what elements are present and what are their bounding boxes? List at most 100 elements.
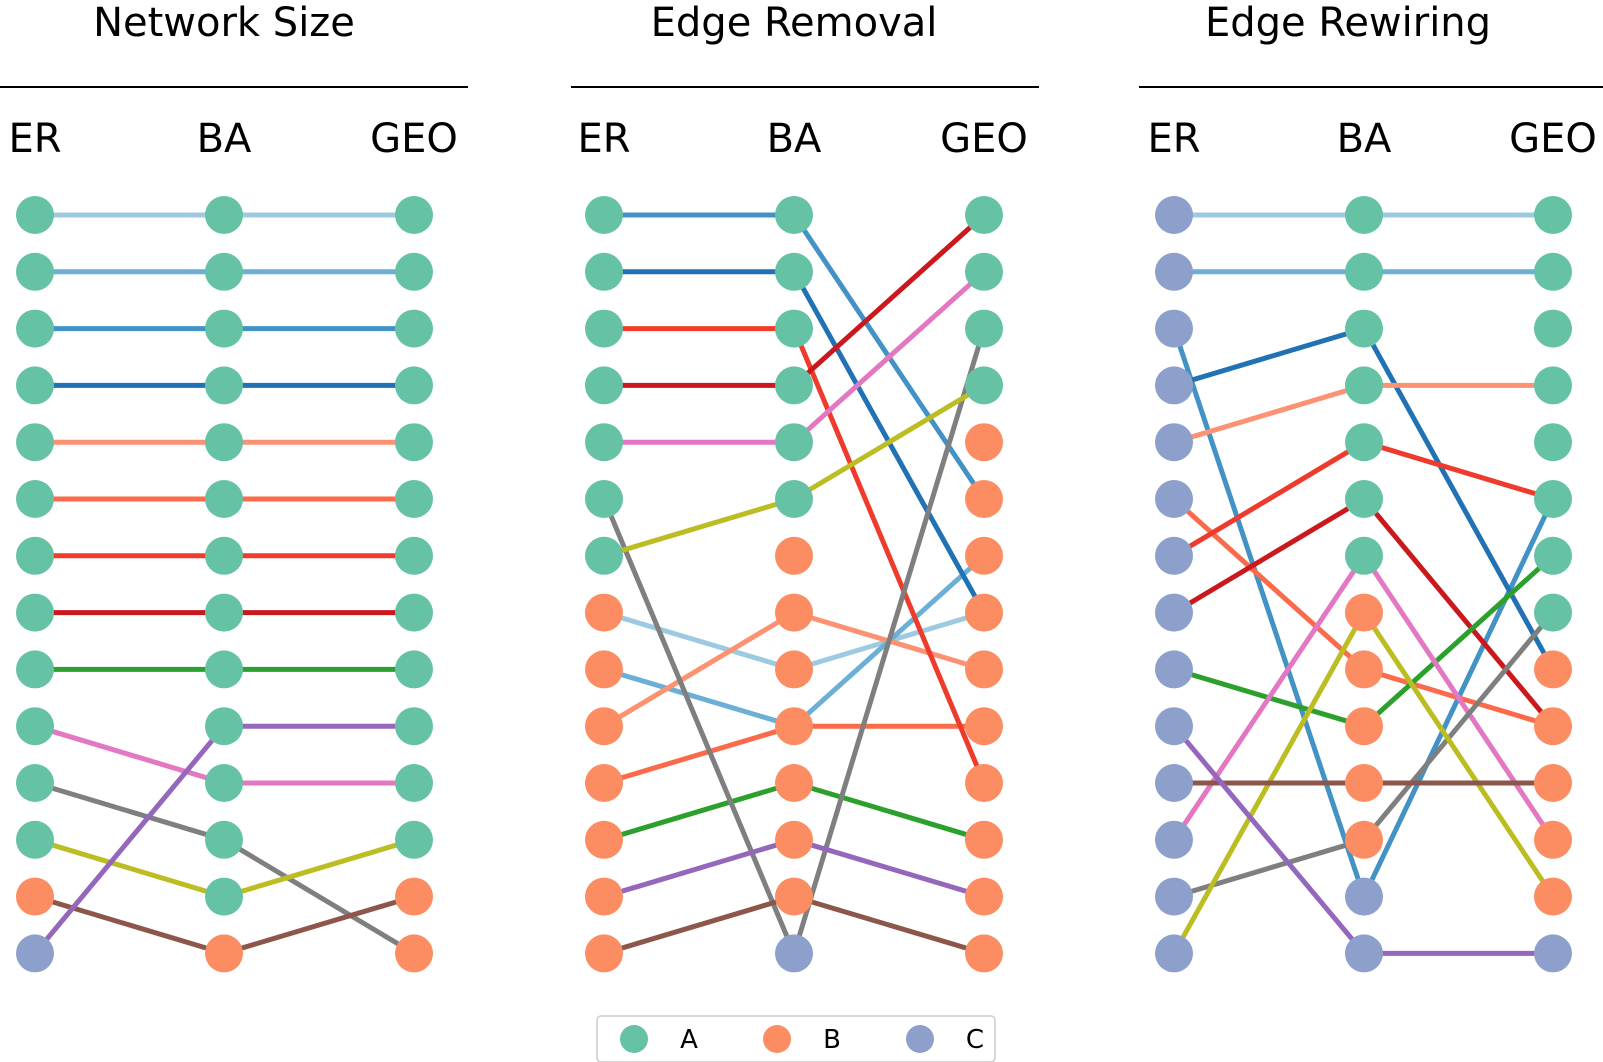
- rank-node-A: [205, 650, 243, 689]
- rank-node-A: [1534, 593, 1572, 632]
- rank-node-C: [1155, 764, 1193, 802]
- column-label: BA: [767, 116, 822, 162]
- rank-node-B: [1345, 707, 1383, 746]
- rank-node-C: [1155, 423, 1193, 462]
- column-label: GEO: [940, 116, 1028, 162]
- rank-node-A: [16, 196, 54, 234]
- rank-node-A: [205, 366, 243, 405]
- rank-node-B: [1534, 820, 1572, 859]
- group-title: Network Size: [93, 0, 355, 46]
- rank-node-A: [1345, 252, 1383, 291]
- rank-node-A: [1534, 536, 1572, 575]
- rank-node-B: [775, 536, 813, 575]
- rank-nodes: [16, 196, 1572, 973]
- rank-node-A: [585, 536, 623, 575]
- rank-node-A: [965, 196, 1003, 234]
- rank-node-C: [1155, 877, 1193, 916]
- rank-node-B: [585, 934, 623, 973]
- rank-node-A: [775, 196, 813, 234]
- rank-node-A: [205, 593, 243, 632]
- rank-node-B: [965, 423, 1003, 462]
- rank-node-A: [585, 309, 623, 348]
- column-label: ER: [1147, 116, 1200, 162]
- rank-node-A: [395, 707, 433, 746]
- rank-node-B: [1534, 877, 1572, 916]
- rank-node-C: [1155, 934, 1193, 973]
- rank-node-A: [205, 707, 243, 746]
- rank-node-C: [1155, 536, 1193, 575]
- rank-node-B: [585, 593, 623, 632]
- rank-node-C: [1155, 366, 1193, 405]
- rank-node-A: [965, 252, 1003, 291]
- rank-node-B: [965, 934, 1003, 973]
- rank-node-A: [205, 196, 243, 234]
- rank-node-A: [16, 593, 54, 632]
- rank-node-B: [395, 934, 433, 973]
- rank-node-B: [965, 536, 1003, 575]
- rank-node-A: [1345, 366, 1383, 405]
- legend-label: B: [823, 1025, 841, 1055]
- rank-node-A: [16, 480, 54, 518]
- rank-node-B: [775, 650, 813, 689]
- rank-node-B: [16, 877, 54, 916]
- rank-node-A: [395, 309, 433, 348]
- rank-node-A: [395, 196, 433, 234]
- rank-node-B: [775, 877, 813, 916]
- rank-node-C: [1155, 196, 1193, 234]
- rank-node-A: [395, 593, 433, 632]
- rank-node-A: [965, 366, 1003, 405]
- rank-node-A: [16, 764, 54, 802]
- rank-node-A: [1345, 480, 1383, 518]
- rank-node-A: [395, 650, 433, 689]
- rank-node-C: [1155, 252, 1193, 291]
- legend: A B C: [596, 1015, 996, 1062]
- rank-node-B: [585, 707, 623, 746]
- rank-node-A: [395, 820, 433, 859]
- rank-node-A: [585, 196, 623, 234]
- rank-node-A: [395, 252, 433, 291]
- rank-node-B: [395, 877, 433, 916]
- group-title: Edge Rewiring: [1205, 0, 1491, 46]
- rank-node-A: [1345, 423, 1383, 462]
- rank-node-C: [1155, 820, 1193, 859]
- rank-node-A: [1345, 196, 1383, 234]
- rank-node-A: [1534, 366, 1572, 405]
- rank-node-C: [1155, 480, 1193, 518]
- rank-node-C: [16, 934, 54, 973]
- rank-node-B: [1534, 764, 1572, 802]
- group-titles: Network Size Edge Removal Edge Rewiring: [93, 0, 1491, 46]
- rank-node-A: [1345, 536, 1383, 575]
- rank-node-B: [965, 707, 1003, 746]
- rank-node-A: [16, 820, 54, 859]
- rank-node-A: [395, 536, 433, 575]
- rank-node-A: [1534, 309, 1572, 348]
- rank-node-B: [585, 877, 623, 916]
- rank-node-A: [205, 764, 243, 802]
- column-label: ER: [8, 116, 61, 162]
- column-label: GEO: [1509, 116, 1597, 162]
- rank-node-A: [775, 252, 813, 291]
- legend-marker-A: [620, 1025, 648, 1053]
- rank-node-A: [205, 877, 243, 916]
- rank-node-A: [1534, 423, 1572, 462]
- rank-node-A: [16, 650, 54, 689]
- rank-node-B: [1345, 593, 1383, 632]
- rank-node-A: [205, 252, 243, 291]
- rank-node-A: [775, 309, 813, 348]
- rank-node-A: [585, 423, 623, 462]
- rank-node-C: [1155, 707, 1193, 746]
- rank-node-A: [16, 309, 54, 348]
- rank-node-B: [1345, 820, 1383, 859]
- rank-node-C: [1345, 877, 1383, 916]
- rank-node-A: [775, 423, 813, 462]
- rank-node-A: [1534, 480, 1572, 518]
- legend-label: A: [680, 1025, 698, 1055]
- legend-marker-C: [906, 1025, 934, 1053]
- rank-node-B: [585, 764, 623, 802]
- legend-label: C: [966, 1025, 984, 1055]
- rank-node-B: [965, 820, 1003, 859]
- rank-node-C: [1155, 593, 1193, 632]
- rank-node-A: [1534, 196, 1572, 234]
- rank-node-B: [585, 650, 623, 689]
- group-title: Edge Removal: [651, 0, 938, 46]
